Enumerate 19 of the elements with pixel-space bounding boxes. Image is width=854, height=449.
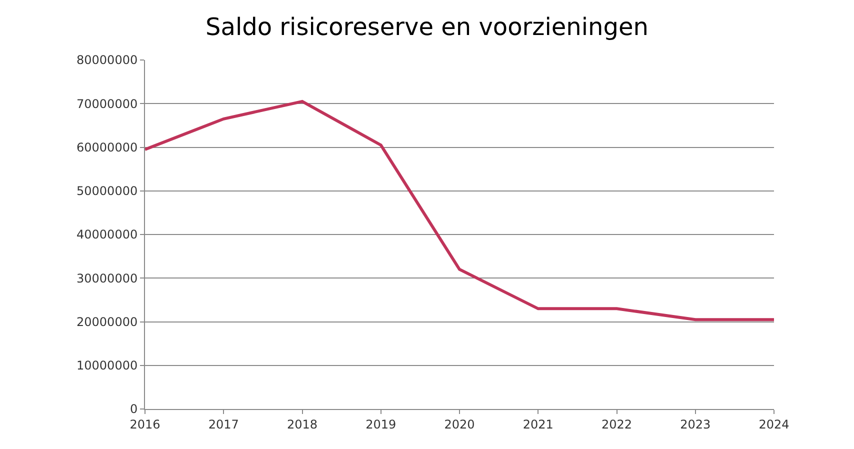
y-tick-label: 60000000 <box>76 140 138 154</box>
x-tick-label: 2020 <box>444 417 475 432</box>
x-tick-label: 2024 <box>758 417 790 432</box>
x-tick-label: 2022 <box>601 417 632 432</box>
y-tick-label: 80000000 <box>76 53 138 68</box>
x-tick-label: 2016 <box>130 417 160 432</box>
chart-title: Saldo risicoreserve en voorzieningen <box>206 12 648 41</box>
y-tick-label: 70000000 <box>76 96 138 111</box>
y-tick-label: 0 <box>130 402 138 416</box>
x-tick-label: 2021 <box>522 417 554 432</box>
y-tick-label: 10000000 <box>76 358 138 373</box>
y-tick-label: 50000000 <box>76 184 138 198</box>
y-tick-label: 20000000 <box>76 314 138 329</box>
x-tick-label: 2019 <box>366 417 396 432</box>
x-tick-label: 2023 <box>680 417 711 432</box>
x-tick-label: 2017 <box>208 417 239 432</box>
x-tick-label: 2018 <box>286 417 318 432</box>
y-tick-label: 40000000 <box>76 228 138 242</box>
y-tick-label: 30000000 <box>76 271 138 286</box>
